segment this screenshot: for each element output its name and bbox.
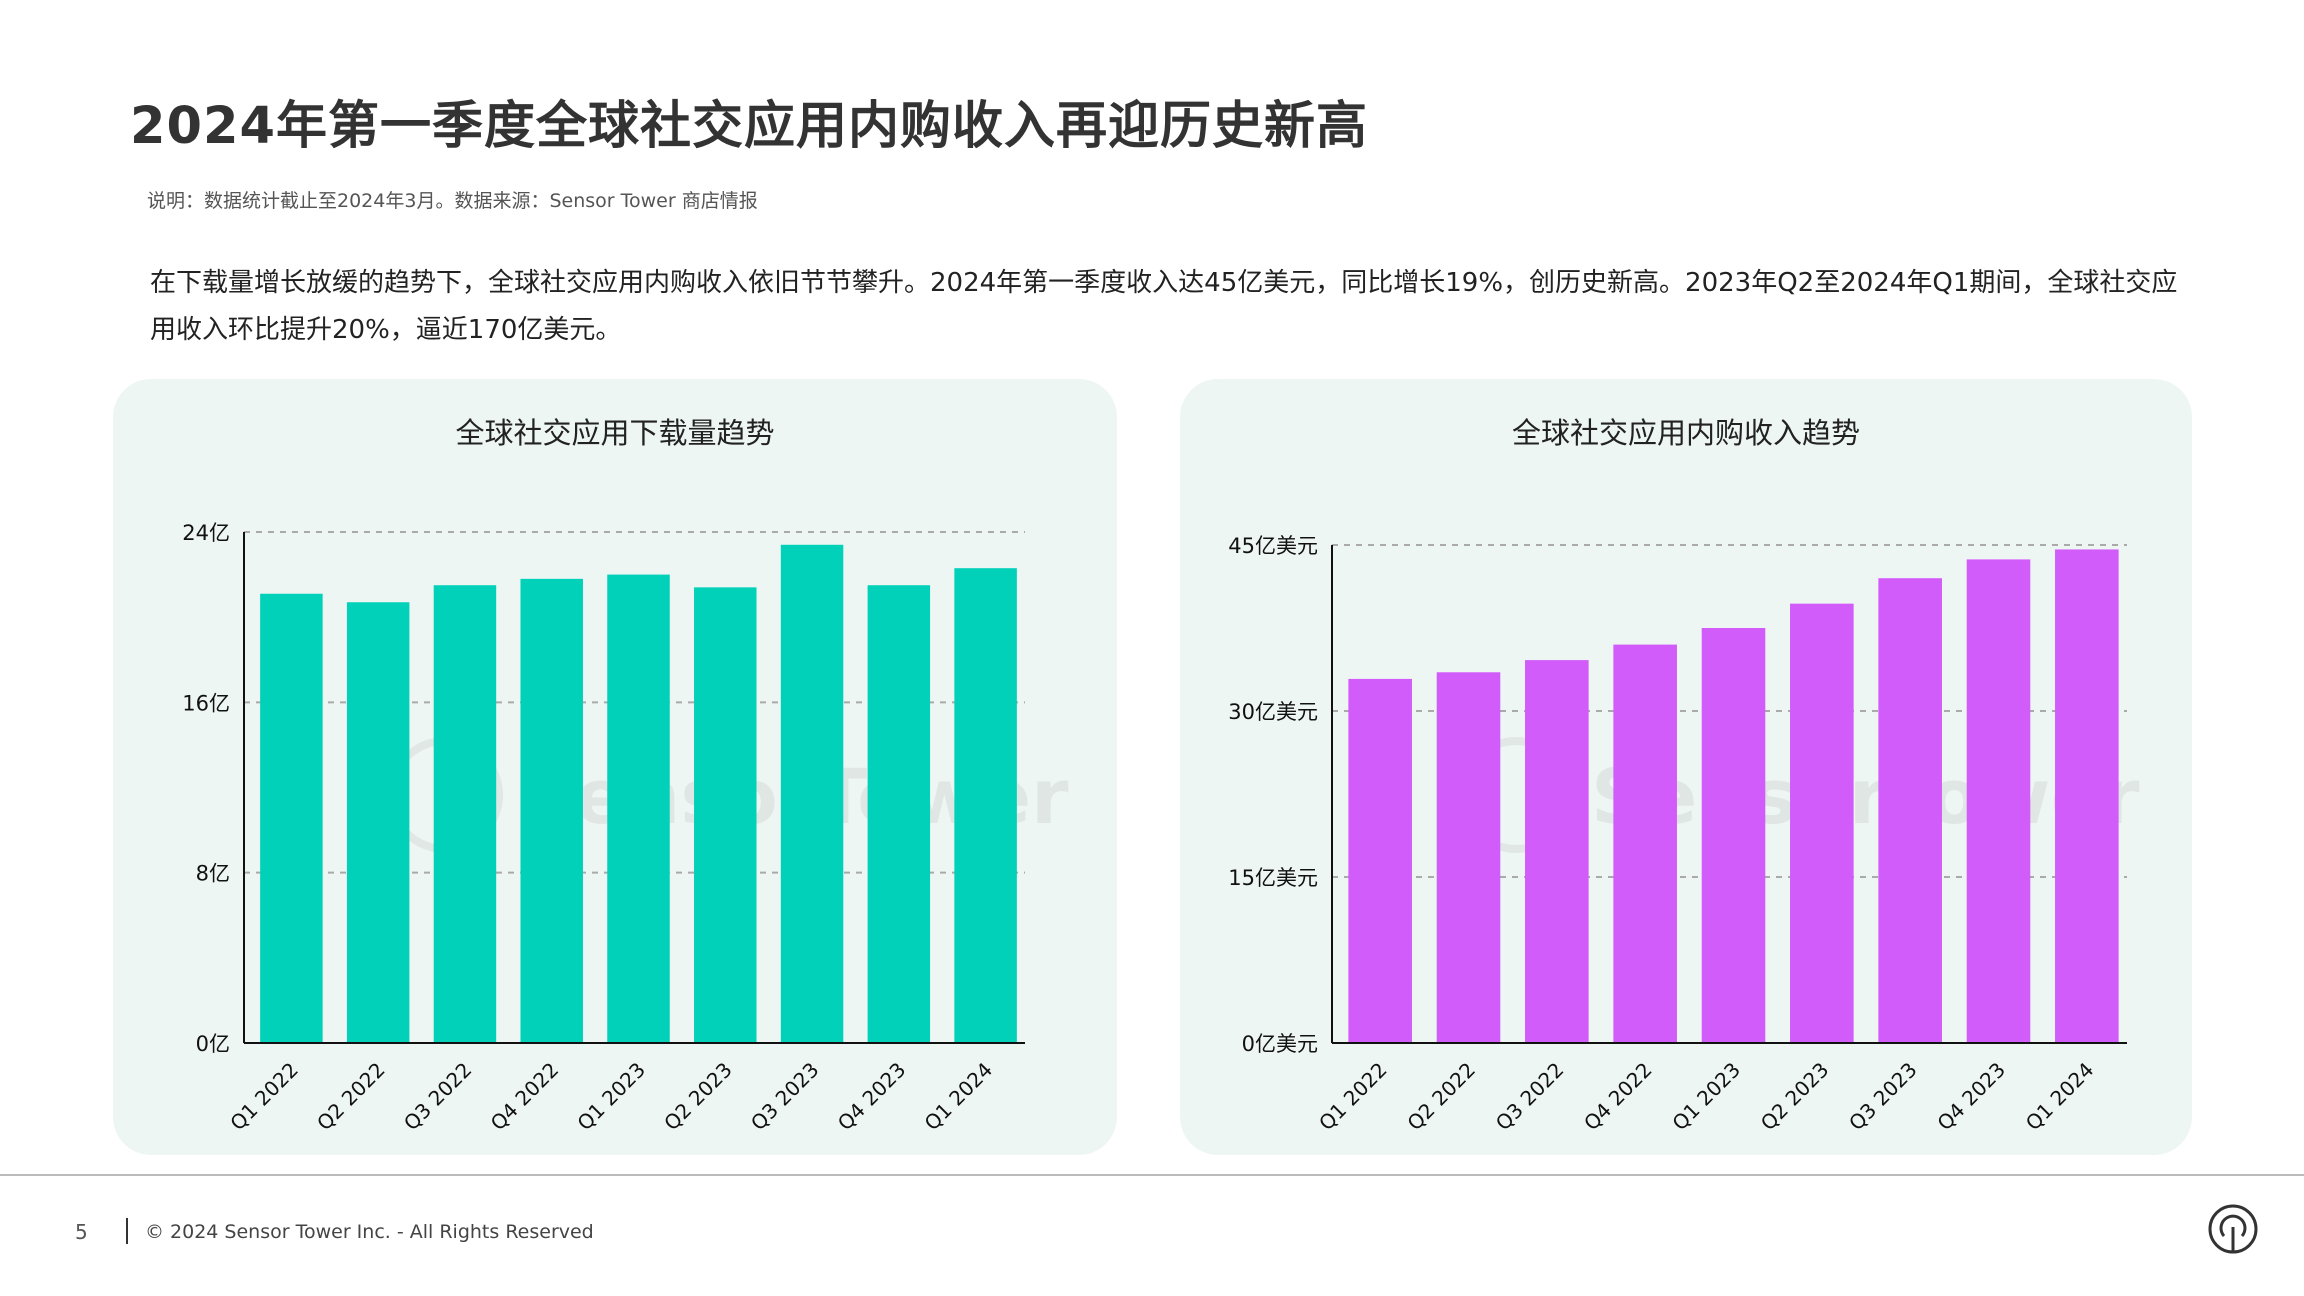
x-tick-label: Q4 2023 [1932, 1058, 2010, 1136]
y-tick-label: 0亿 [196, 1032, 230, 1056]
bar-q1-2023 [607, 574, 670, 1043]
bar-q1-2023 [1701, 628, 1766, 1043]
bar-q1-2022 [260, 593, 323, 1043]
x-tick-label: Q3 2023 [746, 1058, 824, 1136]
x-tick-label: Q3 2022 [1491, 1058, 1569, 1136]
y-tick-label: 8亿 [196, 862, 230, 886]
summary-paragraph: 在下载量增长放缓的趋势下，全球社交应用内购收入依旧节节攀升。2024年第一季度收… [150, 268, 2178, 345]
bar-q4-2022 [1613, 644, 1677, 1043]
x-tick-label: Q2 2022 [1402, 1058, 1480, 1136]
svg-text:SensorTower: SensorTower [1591, 752, 2140, 841]
page-number: 5 [75, 1220, 88, 1244]
bar-q4-2022 [520, 578, 583, 1043]
y-tick-label: 30亿美元 [1228, 700, 1318, 724]
bar-q3-2022 [1525, 660, 1589, 1043]
x-tick-label: Q1 2023 [1667, 1058, 1745, 1136]
x-tick-label: Q4 2023 [833, 1058, 911, 1136]
y-tick-label: 16亿 [182, 691, 230, 715]
x-tick-label: Q2 2023 [1756, 1058, 1834, 1136]
y-tick-label: 0亿美元 [1242, 1032, 1318, 1056]
bar-q2-2023 [694, 587, 757, 1043]
x-tick-label: Q2 2022 [312, 1058, 390, 1136]
y-tick-label: 15亿美元 [1228, 866, 1318, 890]
bar-q3-2023 [1878, 578, 1942, 1043]
x-tick-label: Q4 2022 [486, 1058, 564, 1136]
bar-q3-2022 [433, 585, 497, 1043]
bar-q4-2023 [867, 585, 931, 1043]
x-tick-label: Q3 2023 [1844, 1058, 1922, 1136]
bar-q1-2024 [2055, 549, 2119, 1043]
bar-q2-2022 [346, 602, 410, 1043]
data-note: 说明：数据统计截止至2024年3月。数据来源：Sensor Tower 商店情报 [147, 190, 758, 212]
chart-title-revenue: 全球社交应用内购收入趋势 [1511, 416, 1860, 450]
footer-separator [126, 1218, 128, 1244]
copyright-text: © 2024 Sensor Tower Inc. - All Rights Re… [145, 1221, 594, 1243]
x-tick-label: Q1 2024 [920, 1058, 998, 1136]
bar-q4-2023 [1966, 559, 2031, 1043]
y-tick-label: 45亿美元 [1228, 534, 1318, 558]
x-tick-label: Q2 2023 [659, 1058, 737, 1136]
x-tick-label: Q4 2022 [1579, 1058, 1657, 1136]
bar-q3-2023 [780, 544, 844, 1043]
bar-q1-2022 [1348, 678, 1412, 1043]
x-tick-label: Q1 2023 [572, 1058, 650, 1136]
bar-q1-2024 [954, 568, 1017, 1043]
bar-q2-2023 [1790, 603, 1854, 1043]
footer-divider [0, 1174, 2304, 1176]
sensor-tower-logo-icon [2208, 1204, 2258, 1254]
y-tick-label: 24亿 [182, 521, 230, 545]
x-tick-label: Q3 2022 [399, 1058, 477, 1136]
chart-title-downloads: 全球社交应用下载量趋势 [455, 416, 775, 450]
bar-q2-2022 [1436, 672, 1501, 1043]
x-tick-label: Q1 2022 [1314, 1058, 1392, 1136]
page-title: 2024年第一季度全球社交应用内购收入再迎历史新高 [130, 97, 1368, 156]
x-tick-label: Q1 2022 [225, 1058, 303, 1136]
x-tick-label: Q1 2024 [2021, 1058, 2099, 1136]
